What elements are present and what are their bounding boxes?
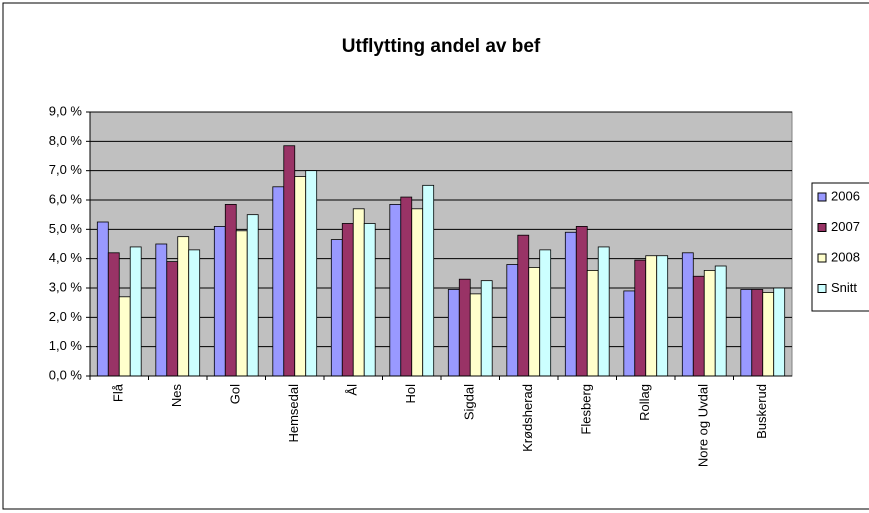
bar [740, 289, 753, 377]
bar [623, 290, 636, 377]
bar [389, 203, 402, 377]
x-tick-label: Buskerud [754, 384, 769, 439]
bar [411, 208, 424, 377]
x-tick-label: Hol [403, 384, 418, 404]
legend-label: 2007 [831, 219, 860, 234]
legend-swatch [817, 223, 827, 232]
x-tick-label: Flå [111, 383, 126, 402]
bar [575, 225, 588, 377]
bar [762, 291, 775, 377]
x-tick-label: Flesberg [579, 384, 594, 435]
bar [107, 252, 120, 377]
bar [773, 287, 786, 377]
bar [188, 249, 201, 377]
x-tick-label: Krødsherad [520, 384, 535, 452]
y-tick-label: 7,0 % [49, 162, 83, 177]
x-tick-label: Nore og Uvdal [696, 384, 711, 467]
y-tick-label: 6,0 % [49, 191, 83, 206]
bar [129, 246, 142, 377]
plot-area [89, 111, 793, 377]
bar [681, 252, 694, 377]
x-tick-label: Gol [228, 384, 243, 404]
bar [118, 296, 131, 377]
legend-swatch [817, 253, 827, 263]
bar [564, 231, 577, 377]
bar [586, 269, 599, 377]
y-tick-label: 9,0 % [49, 103, 83, 118]
y-tick-label: 5,0 % [49, 221, 83, 236]
bar [645, 255, 658, 377]
bar [458, 278, 471, 377]
y-tick-label: 3,0 % [49, 279, 83, 294]
bar [506, 264, 519, 377]
legend-label: 2006 [831, 188, 860, 203]
chart-title: Utflytting andel av bef [342, 36, 541, 57]
legend-label: Snitt [831, 280, 857, 295]
bar [656, 255, 669, 377]
x-tick-label: Sigdal [462, 384, 477, 420]
y-tick-label: 4,0 % [49, 250, 83, 265]
bar [166, 261, 179, 377]
bar [96, 221, 109, 377]
bar [155, 243, 168, 377]
bar [272, 186, 285, 377]
bar [597, 246, 610, 377]
y-tick-label: 2,0 % [49, 309, 83, 324]
bar [469, 293, 482, 377]
legend-swatch [817, 192, 827, 202]
bar [224, 203, 237, 377]
bar [480, 280, 493, 377]
bar [363, 223, 376, 377]
x-tick-label: Nes [169, 384, 184, 408]
bar [330, 239, 343, 377]
bar [703, 269, 716, 377]
bar [352, 208, 365, 377]
y-tick-label: 0,0 % [49, 367, 83, 382]
bar [213, 225, 226, 377]
bar [246, 214, 259, 377]
bar [305, 170, 318, 377]
bar [528, 267, 541, 377]
y-tick-label: 8,0 % [49, 133, 83, 148]
bar [692, 275, 705, 377]
bar [235, 230, 248, 377]
x-tick-label: Hemsedal [286, 384, 301, 443]
legend-label: 2008 [831, 249, 860, 264]
bar [751, 289, 764, 377]
bar [634, 259, 647, 377]
bar [517, 234, 530, 377]
bar [539, 249, 552, 377]
bar [177, 236, 190, 377]
y-tick-label: 1,0 % [49, 338, 83, 353]
bar [400, 196, 413, 377]
bar [341, 223, 354, 377]
bar [294, 176, 307, 377]
bar [714, 265, 727, 377]
legend-swatch [817, 284, 827, 293]
x-tick-label: Rollag [637, 384, 652, 421]
bar [283, 145, 296, 377]
x-tick-label: Ål [345, 384, 360, 396]
bar [422, 184, 435, 377]
bar [447, 289, 460, 377]
